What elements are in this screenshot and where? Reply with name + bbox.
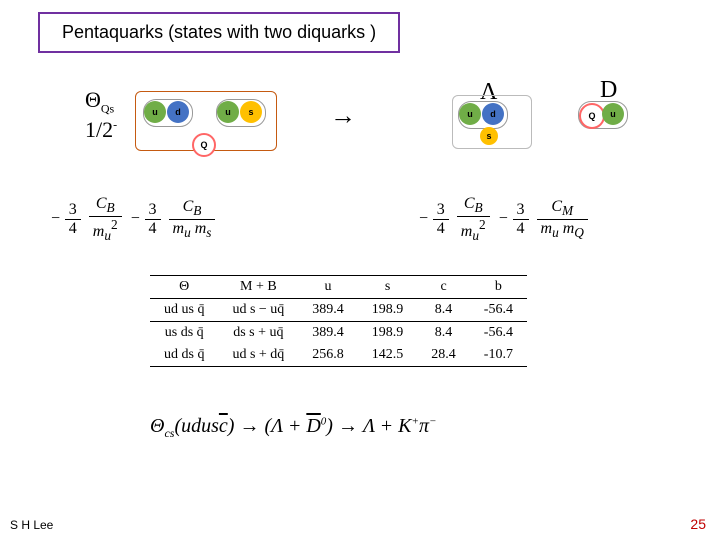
th: Θ xyxy=(150,276,218,299)
table-row: us ds q̄ds s + uq̄389.4198.98.4-56.4 xyxy=(150,322,527,345)
table-header-row: Θ M + B u s c b xyxy=(150,276,527,299)
formula-row: −34CBmu2 −34CBmu ms −34CBmu2 −34CMmu mQ xyxy=(50,195,690,244)
th: u xyxy=(298,276,358,299)
table-row: ud ds q̄ud s + dq̄256.8142.528.4-10.7 xyxy=(150,344,527,367)
table-row: ud us q̄ud s − uq̄389.4198.98.4-56.4 xyxy=(150,299,527,322)
quark-u4: u xyxy=(602,103,624,125)
data-table: Θ M + B u s c b ud us q̄ud s − uq̄389.41… xyxy=(150,275,527,367)
decay-equation: Θcs(udusc) → (Λ + D0) → Λ + K+π− xyxy=(150,415,436,441)
title-text: Pentaquarks (states with two diquarks ) xyxy=(62,22,376,42)
footer-author: S H Lee xyxy=(10,518,53,532)
quark-s2: s xyxy=(480,127,498,145)
th: M + B xyxy=(218,276,298,299)
spin-label: 1/2- xyxy=(85,117,117,143)
quark-u2: u xyxy=(217,101,239,123)
th: s xyxy=(358,276,418,299)
quark-s1: s xyxy=(240,101,262,123)
th: c xyxy=(417,276,470,299)
quark-d2: d xyxy=(482,103,504,125)
formula-left: −34CBmu2 −34CBmu ms xyxy=(50,195,350,244)
quark-u3: u xyxy=(459,103,481,125)
theta-label: ΘQs xyxy=(85,87,114,116)
formula-right: −34CBmu2 −34CMmu mQ xyxy=(418,195,592,244)
diagram-area: ΘQs 1/2- u d u s Q → Λ u d s D Q u xyxy=(0,85,720,175)
title-box: Pentaquarks (states with two diquarks ) xyxy=(38,12,400,53)
page-number: 25 xyxy=(690,516,706,532)
quark-Q-anti: Q xyxy=(192,133,216,157)
D-label: D xyxy=(600,77,617,104)
quark-Q2: Q xyxy=(579,103,605,129)
th: b xyxy=(470,276,527,299)
arrow-icon: → xyxy=(330,101,356,131)
quark-u1: u xyxy=(144,101,166,123)
quark-d1: d xyxy=(167,101,189,123)
